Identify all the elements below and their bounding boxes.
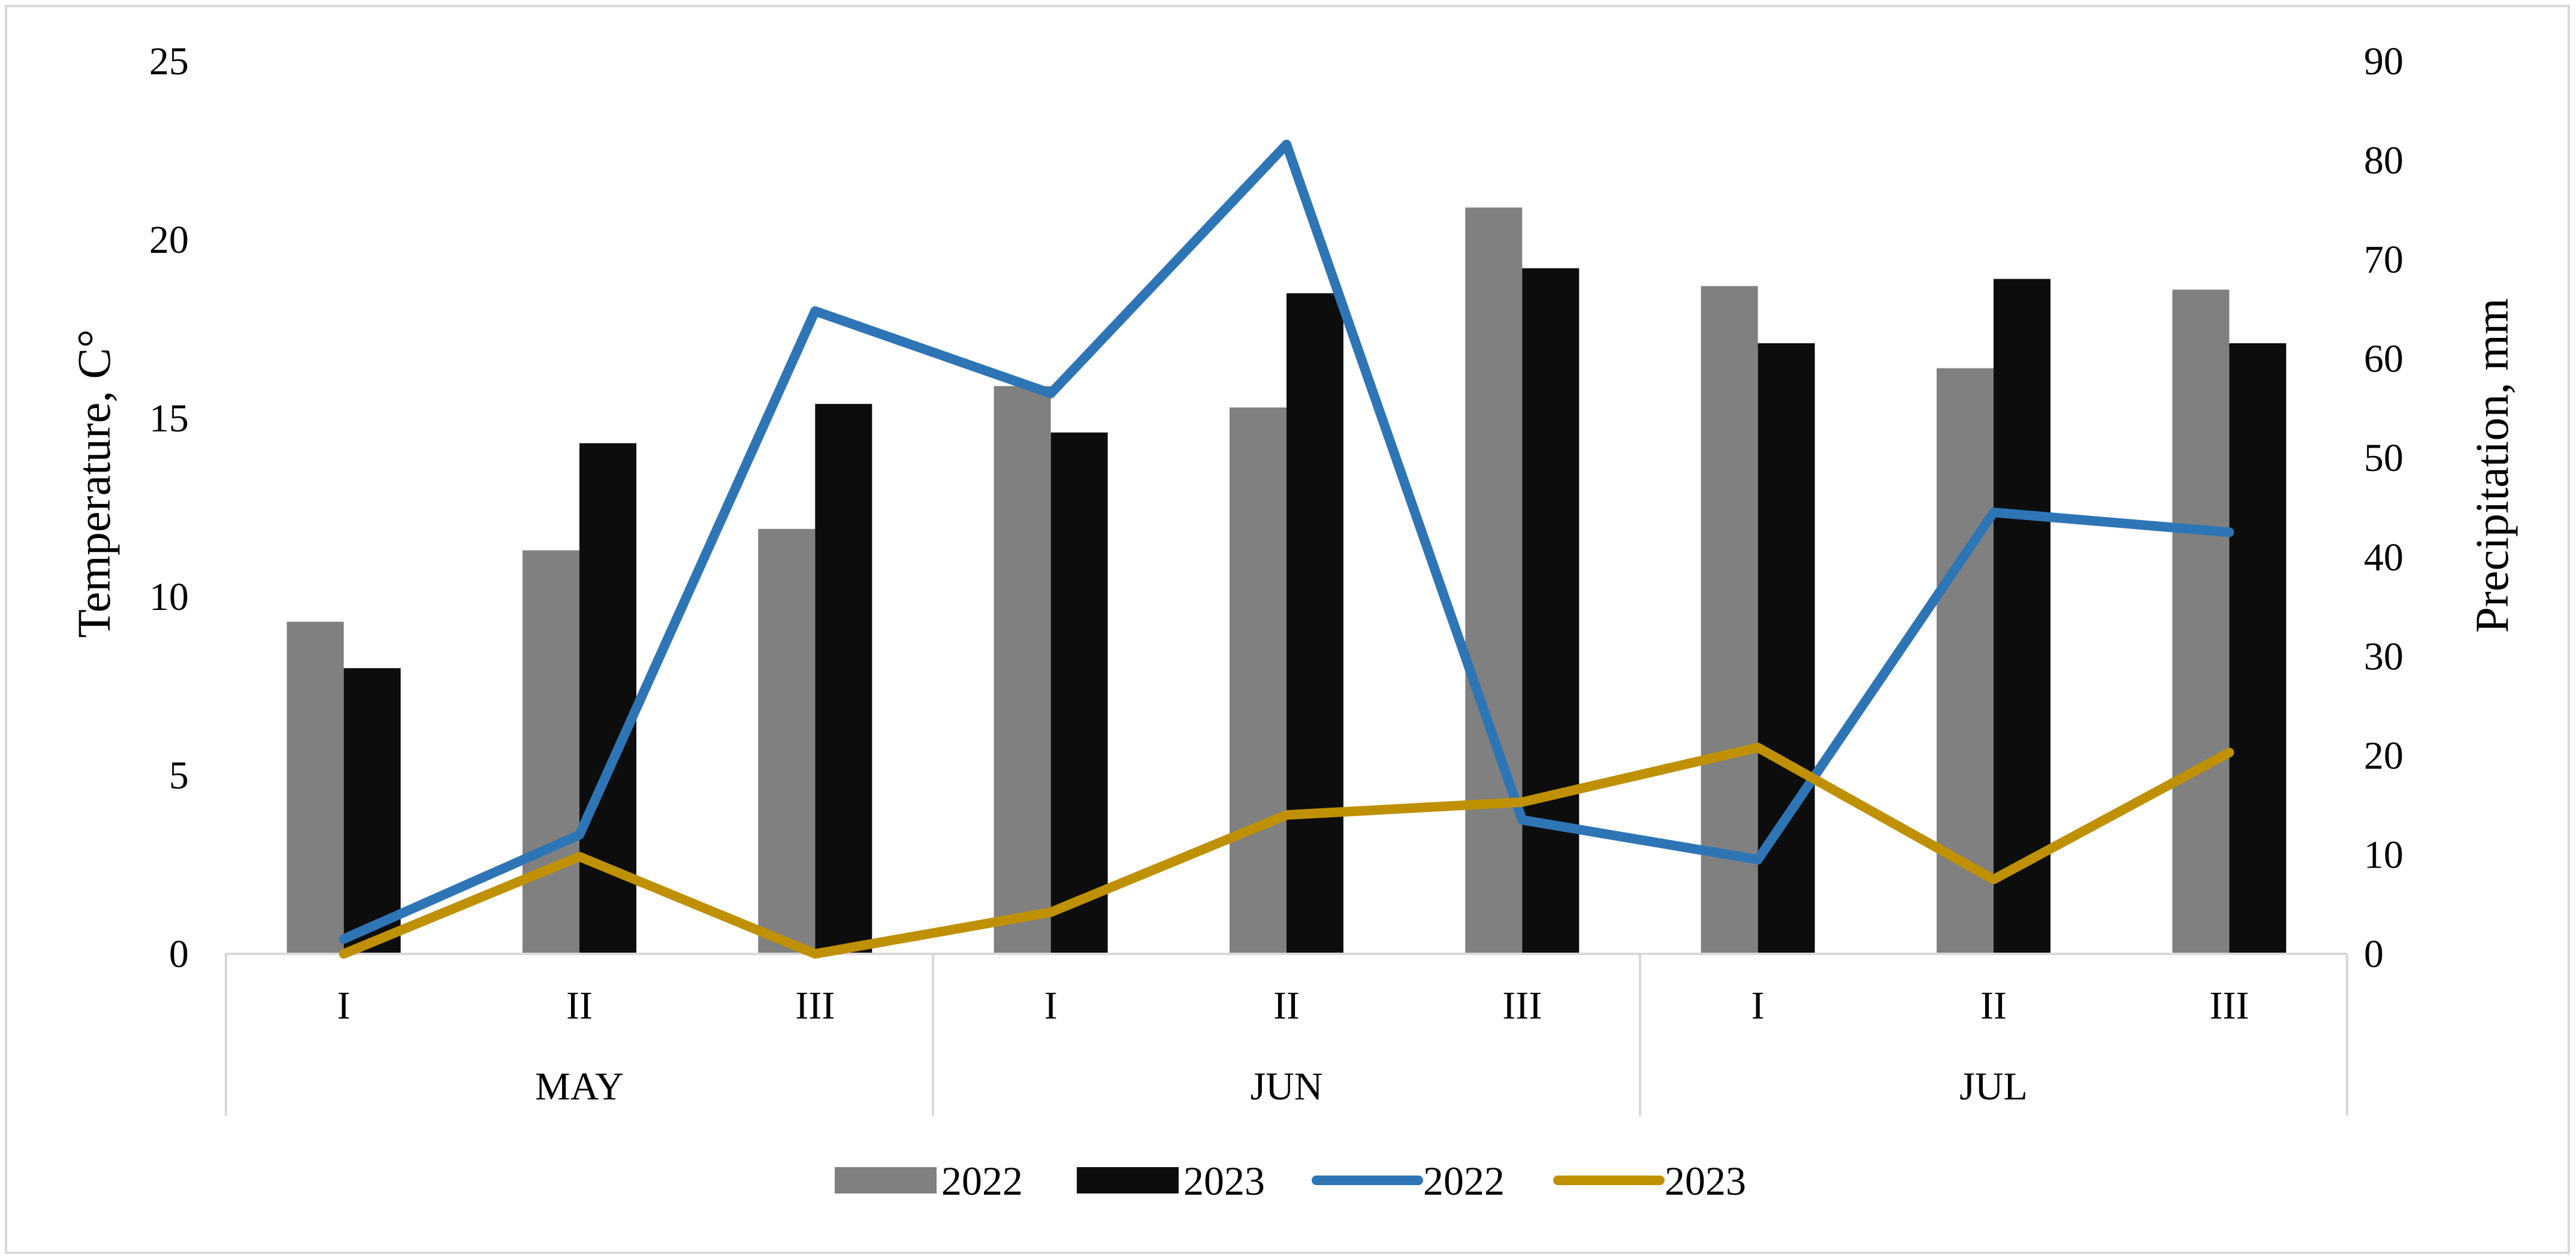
line-point-1-0: [343, 953, 345, 954]
legend-label-3: 2023: [1665, 1158, 1746, 1204]
x-tick-label-8: III: [2209, 984, 2249, 1028]
x-tick-label-4: II: [1273, 984, 1300, 1028]
y2-tick-label-40: 40: [2364, 536, 2403, 579]
bar-2023-bar-1-6: [1757, 343, 1815, 954]
x-tick-label-3: I: [1044, 984, 1058, 1028]
x-tick-label-5: III: [1502, 984, 1542, 1028]
y-tick-label-15: 15: [149, 397, 189, 440]
bar-2023-bar-1-8: [2229, 343, 2287, 954]
line-point-0-6: [1757, 859, 1759, 860]
x-tick-label-0: I: [337, 984, 351, 1028]
group-label-may: MAY: [535, 1065, 624, 1108]
y2-axis-title: Precipitation, mm: [2466, 298, 2518, 633]
legend-swatch-0: [835, 1167, 937, 1193]
legend-swatch-1: [1077, 1167, 1179, 1193]
bar-2022-bar-0-0: [286, 621, 344, 954]
group-label-jul: JUL: [1959, 1065, 2028, 1108]
line-point-0-5: [1521, 819, 1523, 821]
y2-tick-label-30: 30: [2364, 634, 2403, 678]
bar-2022-bar-0-5: [1465, 207, 1523, 954]
bar-2022-bar-0-8: [2172, 289, 2230, 954]
bar-2023-bar-1-0: [343, 668, 401, 954]
line-point-0-8: [2228, 531, 2230, 533]
x-tick-label-2: III: [795, 984, 835, 1028]
bar-2023-bar-1-5: [1522, 268, 1580, 954]
legend-label-0: 2022: [941, 1158, 1023, 1204]
y2-tick-label-80: 80: [2364, 139, 2403, 183]
y2-tick-label-20: 20: [2364, 734, 2403, 778]
bar-2023-bar-1-7: [1994, 279, 2050, 954]
line-point-1-7: [1993, 878, 1994, 880]
bar-2022-bar-0-3: [993, 386, 1051, 954]
line-point-0-7: [1993, 512, 1994, 513]
line-point-0-1: [579, 834, 580, 836]
bar-2023-bar-1-3: [1050, 432, 1108, 954]
line-point-1-4: [1286, 814, 1287, 816]
y2-tick-label-70: 70: [2364, 238, 2403, 282]
bar-2023-bar-1-2: [815, 404, 872, 954]
y2-tick-label-10: 10: [2364, 833, 2403, 877]
line-point-0-0: [343, 938, 345, 940]
y2-tick-label-90: 90: [2364, 40, 2403, 83]
y2-tick-label-50: 50: [2364, 436, 2403, 480]
y-axis-title: Temperature, C°: [68, 329, 120, 637]
line-point-1-5: [1521, 801, 1523, 803]
legend-label-1: 2023: [1183, 1158, 1265, 1204]
bar-2022-bar-0-2: [758, 528, 816, 954]
legend-label-2: 2022: [1423, 1158, 1505, 1204]
x-tick-label-1: II: [566, 984, 593, 1028]
line-point-1-8: [2228, 751, 2230, 753]
line-point-1-3: [1050, 911, 1052, 913]
line-point-1-2: [814, 953, 816, 954]
x-tick-label-7: II: [1980, 984, 2007, 1028]
bar-2022-bar-0-4: [1230, 407, 1287, 954]
group-label-jun: JUN: [1250, 1065, 1322, 1108]
line-point-1-1: [579, 856, 580, 857]
y-tick-label-5: 5: [169, 754, 189, 797]
bar-2023-bar-1-4: [1287, 293, 1343, 954]
line-point-0-3: [1050, 392, 1052, 394]
bar-2022-bar-0-1: [523, 550, 579, 954]
line-point-1-6: [1757, 747, 1759, 748]
bar-2022-bar-0-6: [1701, 286, 1758, 954]
line-point-0-2: [814, 310, 816, 312]
x-tick-label-6: I: [1751, 984, 1765, 1028]
y-tick-label-20: 20: [149, 218, 189, 262]
y-tick-label-25: 25: [149, 40, 189, 83]
y-tick-label-0: 0: [169, 932, 189, 976]
y2-tick-label-0: 0: [2364, 932, 2384, 976]
y2-tick-label-60: 60: [2364, 337, 2403, 381]
y-tick-label-10: 10: [149, 575, 189, 619]
line-point-0-4: [1286, 144, 1287, 146]
